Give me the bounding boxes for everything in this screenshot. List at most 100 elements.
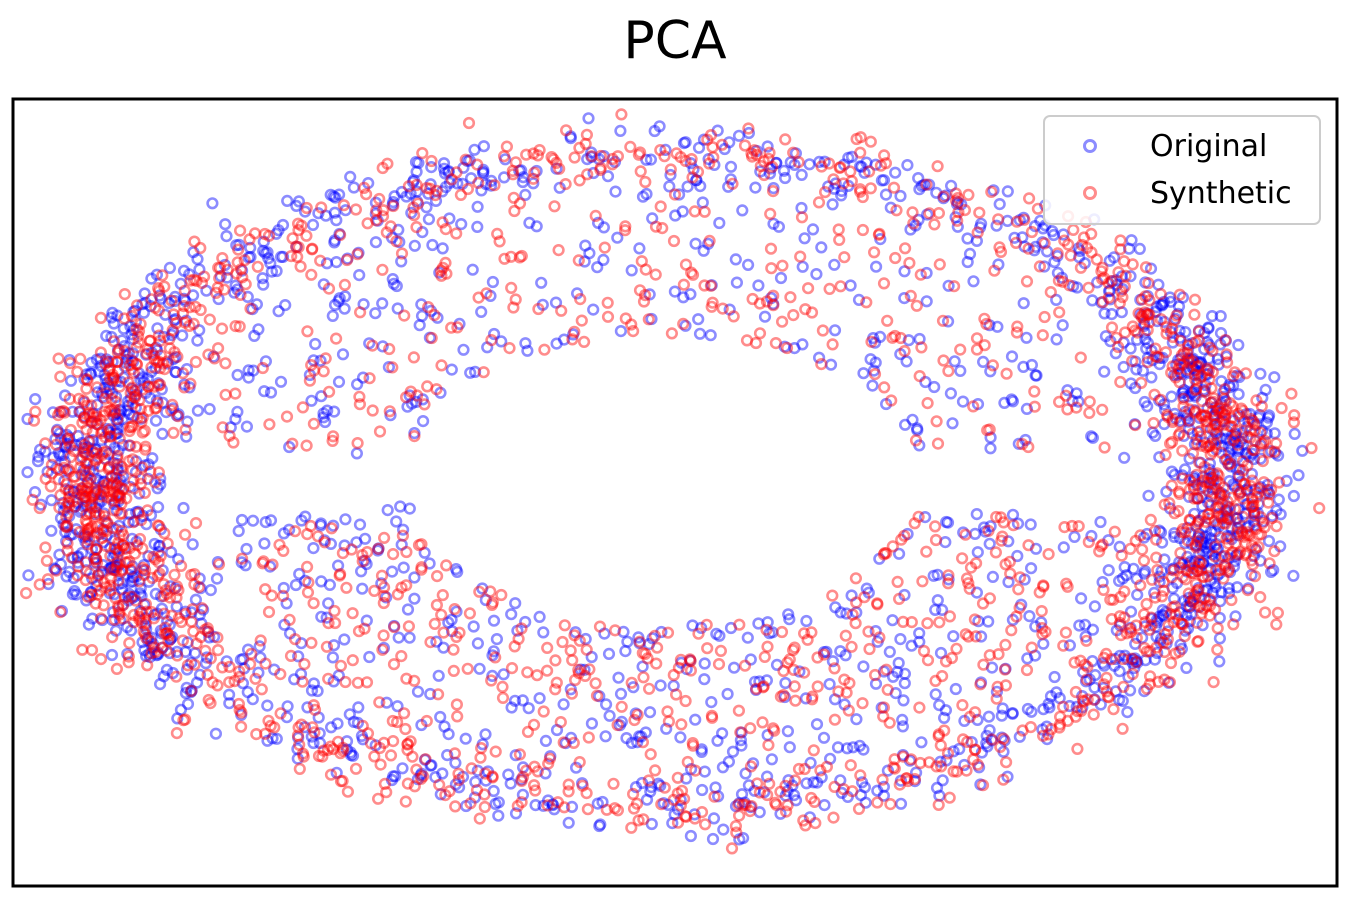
scatter-point-synthetic: [27, 414, 41, 427]
scatter-point-synthetic: [163, 333, 176, 346]
scatter-point-original: [800, 777, 813, 790]
scatter-point-original: [1184, 527, 1197, 540]
scatter-point-original: [321, 404, 334, 417]
scatter-point-synthetic: [183, 301, 196, 314]
scatter-point-synthetic: [852, 802, 866, 816]
scatter-point-original: [101, 422, 114, 436]
scatter-point-original: [436, 242, 449, 255]
scatter-point-synthetic: [538, 343, 551, 356]
scatter-point-synthetic: [1203, 467, 1217, 480]
scatter-point-original: [481, 765, 495, 778]
scatter-point-original: [75, 546, 89, 560]
scatter-point-synthetic: [632, 148, 646, 161]
scatter-point-synthetic: [360, 676, 374, 689]
scatter-point-synthetic: [838, 251, 851, 264]
scatter-point-synthetic: [80, 508, 93, 521]
scatter-point-synthetic: [1218, 383, 1231, 396]
scatter-point-original: [416, 226, 429, 239]
scatter-point-original: [97, 536, 110, 549]
scatter-point-original: [485, 174, 498, 187]
scatter-point-synthetic: [176, 367, 189, 380]
scatter-point-synthetic: [373, 192, 386, 206]
scatter-point-synthetic: [322, 616, 335, 630]
scatter-point-synthetic: [188, 235, 201, 248]
scatter-point-synthetic: [1190, 616, 1204, 629]
scatter-point-original: [96, 558, 109, 572]
scatter-point-original: [229, 413, 242, 426]
scatter-point-original: [1198, 520, 1211, 534]
scatter-point-original: [1169, 412, 1182, 425]
scatter-point-synthetic: [119, 542, 132, 555]
scatter-point-synthetic: [228, 674, 241, 688]
scatter-point-synthetic: [353, 398, 367, 411]
scatter-point-synthetic: [1166, 322, 1179, 335]
scatter-point-synthetic: [1068, 656, 1081, 669]
scatter-point-original: [442, 616, 455, 629]
scatter-point-synthetic: [459, 153, 472, 166]
scatter-point-synthetic: [573, 174, 586, 187]
scatter-point-original: [1171, 368, 1184, 381]
scatter-point-original: [1073, 619, 1086, 632]
scatter-point-original: [112, 495, 125, 508]
scatter-point-synthetic: [298, 657, 311, 671]
scatter-point-synthetic: [1130, 619, 1143, 632]
scatter-point-synthetic: [249, 672, 262, 685]
scatter-point-original: [386, 198, 399, 212]
scatter-point-synthetic: [516, 770, 530, 784]
scatter-point-synthetic: [312, 749, 326, 763]
scatter-point-original: [1217, 386, 1230, 399]
scatter-point-original: [1253, 408, 1266, 422]
scatter-point-synthetic: [151, 356, 164, 369]
scatter-point-original: [519, 188, 532, 201]
scatter-point-original: [197, 603, 210, 616]
scatter-point-original: [591, 261, 604, 274]
scatter-point-original: [137, 558, 151, 572]
scatter-point-synthetic: [912, 510, 925, 523]
scatter-point-synthetic: [97, 409, 111, 422]
scatter-point-original: [1182, 415, 1195, 428]
scatter-point-original: [246, 693, 259, 706]
scatter-point-original: [1114, 619, 1127, 632]
scatter-point-original: [403, 389, 416, 402]
scatter-point-synthetic: [119, 556, 132, 569]
scatter-point-original: [183, 268, 196, 281]
scatter-point-synthetic: [178, 381, 191, 394]
scatter-point-original: [193, 324, 206, 337]
scatter-point-synthetic: [411, 389, 424, 402]
scatter-point-synthetic: [192, 580, 205, 594]
scatter-point-original: [434, 788, 447, 801]
scatter-point-synthetic: [1200, 599, 1213, 613]
scatter-point-original: [261, 734, 274, 747]
scatter-point-synthetic: [939, 655, 953, 668]
scatter-point-synthetic: [78, 490, 91, 504]
scatter-point-original: [553, 181, 566, 194]
scatter-point-synthetic: [828, 780, 841, 794]
scatter-point-original: [1156, 351, 1169, 365]
scatter-point-original: [1029, 369, 1042, 382]
scatter-point-synthetic: [1163, 497, 1176, 510]
scatter-point-original: [1158, 417, 1171, 431]
scatter-point-synthetic: [450, 698, 464, 711]
scatter-point-synthetic: [637, 295, 651, 308]
scatter-point-synthetic: [104, 423, 117, 436]
legend: Original Synthetic: [1043, 115, 1321, 225]
scatter-point-original: [636, 660, 649, 673]
scatter-point-synthetic: [1187, 561, 1200, 575]
scatter-point-synthetic: [113, 606, 126, 619]
scatter-point-synthetic: [1107, 703, 1120, 716]
scatter-point-synthetic: [303, 374, 317, 387]
scatter-point-synthetic: [324, 768, 338, 781]
scatter-point-original: [98, 475, 111, 488]
scatter-point-original: [51, 423, 64, 436]
scatter-point-synthetic: [96, 565, 109, 579]
scatter-point-synthetic: [886, 540, 899, 553]
scatter-point-original: [1259, 383, 1272, 396]
scatter-point-synthetic: [738, 139, 752, 152]
scatter-point-original: [317, 278, 330, 291]
scatter-point-original: [1172, 354, 1185, 367]
scatter-point-synthetic: [1143, 623, 1156, 636]
scatter-point-original: [733, 833, 746, 846]
scatter-point-original: [1178, 594, 1191, 607]
scatter-point-original: [81, 476, 94, 489]
scatter-point-synthetic: [1189, 406, 1202, 419]
